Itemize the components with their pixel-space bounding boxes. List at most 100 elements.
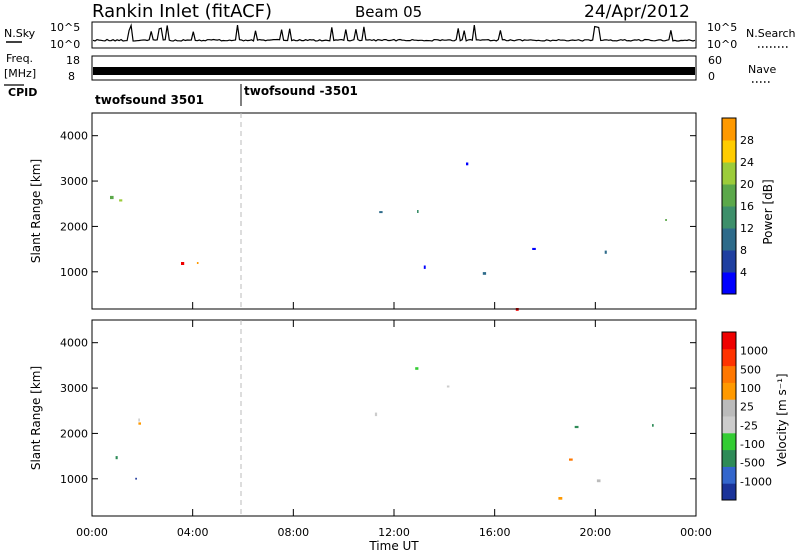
data-cell	[135, 477, 137, 480]
velocity-y-axis: 4000 3000 2000 1000	[60, 337, 696, 486]
colorbar-tick-label: 500	[740, 363, 761, 376]
colorbar-segment	[722, 365, 736, 383]
data-cell	[665, 219, 667, 221]
colorbar-tick-label: -100	[740, 438, 765, 451]
y-tick-label: 3000	[60, 382, 88, 395]
nsky-strip	[91, 21, 697, 49]
colorbar-tick-label: 12	[740, 222, 754, 235]
data-cell	[446, 385, 450, 388]
colorbar-tick-label: 24	[740, 156, 754, 169]
data-cell	[482, 272, 487, 275]
data-cell	[119, 199, 123, 202]
nave-tick-top: 60	[708, 54, 722, 67]
data-cell	[379, 211, 383, 214]
velocity-panel-frame	[91, 319, 697, 517]
data-cell	[110, 195, 114, 200]
data-cell	[423, 265, 426, 269]
y-tick-label: 1000	[60, 266, 88, 279]
colorbar-tick-label: -25	[740, 419, 758, 432]
data-cell	[415, 367, 419, 370]
y-tick-label: 4000	[60, 130, 88, 143]
colorbar-segment	[722, 399, 736, 417]
freq-tick-top: 18	[66, 54, 80, 67]
nsky-tick-bottom-right: 10^0	[707, 38, 737, 51]
data-cell	[558, 497, 563, 500]
colorbar-tick-label: 20	[740, 178, 754, 191]
colorbar-segment	[722, 140, 736, 163]
nsearch-label: N.Search	[746, 27, 796, 40]
colorbar-tick-label: -1000	[740, 475, 772, 488]
x-tick-label: 00:00	[76, 526, 108, 539]
colorbar-tick-label: 100	[740, 382, 761, 395]
nave-label: Nave	[748, 63, 776, 76]
colorbar-segment	[722, 272, 736, 295]
data-cell	[138, 418, 140, 422]
data-cell	[466, 162, 469, 166]
station-title: Rankin Inlet (fitACF)	[92, 1, 272, 22]
nsky-tick-bottom: 10^0	[50, 38, 80, 51]
colorbar-segment	[722, 332, 736, 350]
data-cell	[604, 250, 607, 254]
colorbar-tick-label: 1000	[740, 345, 768, 358]
time-x-axis: 00:00 04:00 08:00 12:00 16:00 20:00 00:00	[76, 302, 712, 539]
colorbar-segment	[722, 382, 736, 400]
freq-band	[93, 67, 695, 75]
y-tick-label: 2000	[60, 220, 88, 233]
velocity-data-layer	[115, 367, 654, 500]
velocity-colorbar-label: Velocity [m s⁻¹]	[775, 373, 789, 466]
beam-label: Beam 05	[355, 3, 422, 21]
colorbar-segment	[722, 416, 736, 434]
power-panel-frame	[91, 112, 697, 310]
colorbar-tick-label: -500	[740, 457, 765, 470]
colorbar-frame	[721, 117, 737, 295]
data-cell	[652, 424, 654, 427]
nave-tick-bottom: 0	[708, 70, 715, 83]
data-cell	[115, 456, 118, 460]
nsky-tick-top-right: 10^5	[707, 21, 737, 34]
nsky-tick-top: 10^5	[50, 21, 80, 34]
colorbar-tick-label: 4	[740, 266, 747, 279]
colorbar-tick-label: 28	[740, 134, 754, 147]
data-cell	[138, 422, 141, 425]
power-ylabel: Slant Range [km]	[29, 159, 43, 263]
data-cell	[596, 479, 601, 483]
colorbar-segment	[722, 206, 736, 229]
nsky-trace	[92, 23, 696, 42]
y-tick-label: 4000	[60, 337, 88, 350]
colorbar-tick-label: 8	[740, 244, 747, 257]
x-tick-label: 00:00	[680, 526, 712, 539]
power-data-layer	[110, 162, 667, 311]
colorbar-segment	[722, 118, 736, 141]
freq-tick-bottom: 8	[68, 70, 75, 83]
colorbar-segment	[722, 250, 736, 273]
freq-label: Freq.	[6, 52, 33, 65]
power-y-axis: 4000 3000 2000 1000	[60, 130, 696, 279]
data-cell	[569, 458, 573, 461]
cpid-segment-2: twofsound -3501	[244, 84, 358, 98]
colorbar-segment	[722, 348, 736, 367]
nsky-label: N.Sky	[4, 27, 36, 40]
x-tick-label: 20:00	[579, 526, 611, 539]
xlabel: Time UT	[368, 539, 419, 553]
colorbar-segment	[722, 432, 736, 451]
cpid-segment-1: twofsound 3501	[95, 93, 204, 107]
colorbar-tick-label: 16	[740, 200, 754, 213]
power-colorbar-label: Power [dB]	[761, 179, 775, 244]
x-tick-label: 12:00	[378, 526, 410, 539]
data-cell	[196, 262, 199, 264]
colorbar-frame	[721, 331, 737, 501]
x-tick-label: 08:00	[277, 526, 309, 539]
data-cell	[574, 425, 579, 429]
data-cell	[181, 262, 185, 265]
colorbar-segment	[722, 162, 736, 185]
x-tick-label: 16:00	[479, 526, 511, 539]
freq-unit: [MHz]	[4, 67, 36, 80]
date-label: 24/Apr/2012	[584, 2, 690, 22]
y-tick-label: 3000	[60, 175, 88, 188]
colorbar-segment	[722, 466, 736, 484]
data-cell	[417, 210, 419, 213]
power-colorbar: 28 24 20 16 12 8 4	[721, 117, 754, 295]
velocity-colorbar: 1000 500 100 25 -25 -100 -500 -1000	[721, 331, 772, 501]
velocity-ylabel: Slant Range [km]	[29, 366, 43, 470]
